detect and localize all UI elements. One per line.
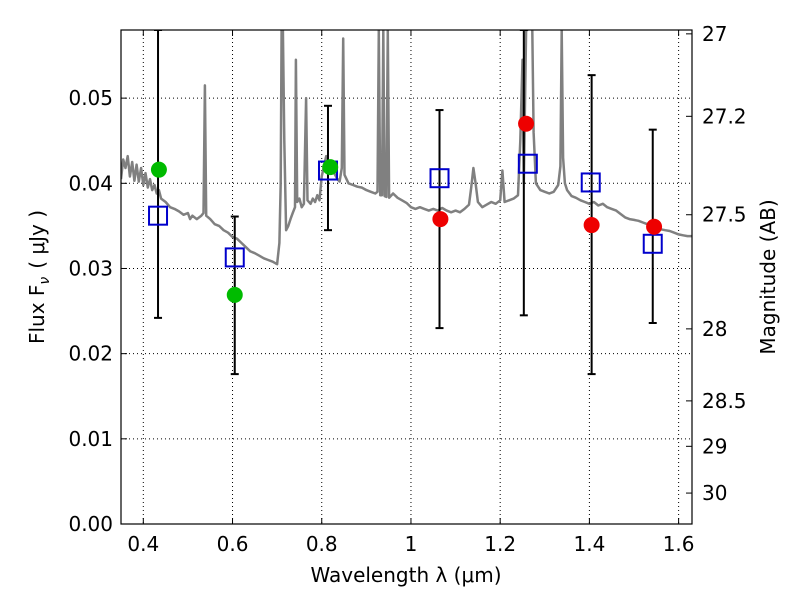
x-tick-label: 0.4	[127, 532, 159, 556]
y-tick-label: 0.04	[68, 171, 113, 195]
model-photometry-square	[148, 205, 169, 226]
y-tick-label: 0.02	[68, 342, 113, 366]
observed-flux-red-point	[518, 115, 535, 132]
y-axis-title-unit: ( μJy )	[25, 210, 49, 269]
model-photometry-square	[429, 168, 450, 189]
y-axis-title-right: Magnitude (AB)	[756, 199, 780, 354]
model-photometry-square	[580, 172, 601, 193]
observed-flux-red-point	[646, 218, 663, 235]
y-tick-label: 0.00	[68, 512, 113, 536]
y-axis-title-subscript: ν	[37, 277, 53, 285]
model-spectrum-line	[121, 30, 692, 266]
y-tick-label: 0.01	[68, 427, 113, 451]
y-tick-label: 0.03	[68, 256, 113, 280]
axis-ticks: 0.4 0.6 0.8 1 1.2 1.4 1.6 0.00 0.01 0.02 0.03 0.04 0…	[68, 22, 746, 556]
x-tick-label: 1.6	[663, 532, 695, 556]
plot-background	[121, 30, 692, 524]
x-tick-label: 0.6	[217, 532, 249, 556]
observed-flux-red-point	[583, 217, 600, 234]
x-tick-label: 1.2	[484, 532, 516, 556]
magnitude-tick-label: 27	[702, 22, 727, 46]
svg-text:Flux Fν( μJy ): Flux Fν ( μJy )	[25, 210, 53, 344]
magnitude-tick-label: 27.5	[702, 203, 747, 227]
observed-flux-green-point	[150, 161, 167, 178]
y-tick-label: 0.05	[68, 86, 113, 110]
magnitude-tick-label: 28.5	[702, 389, 747, 413]
model-photometry-square	[642, 233, 663, 254]
x-tick-label: 0.8	[306, 532, 338, 556]
observed-flux-red-point	[432, 211, 449, 228]
magnitude-tick-label: 28	[702, 317, 727, 341]
magnitude-tick-label: 30	[702, 481, 727, 505]
data-layer	[121, 30, 692, 376]
observed-flux-green-point	[226, 286, 243, 303]
x-tick-label: 1.4	[573, 532, 605, 556]
plot-frame	[120, 29, 693, 525]
model-photometry-square	[224, 247, 245, 268]
x-tick-label: 1	[405, 532, 418, 556]
y-axis-title-left: Flux Fν ( μJy )	[25, 210, 53, 344]
observed-flux-green-point	[322, 159, 339, 176]
magnitude-tick-label: 29	[702, 434, 727, 458]
y-axis-title-flux: Flux F	[25, 285, 49, 344]
x-axis-title: Wavelength λ (μm)	[310, 563, 501, 587]
model-photometry-square	[517, 153, 538, 174]
magnitude-tick-label: 27.2	[702, 104, 747, 128]
